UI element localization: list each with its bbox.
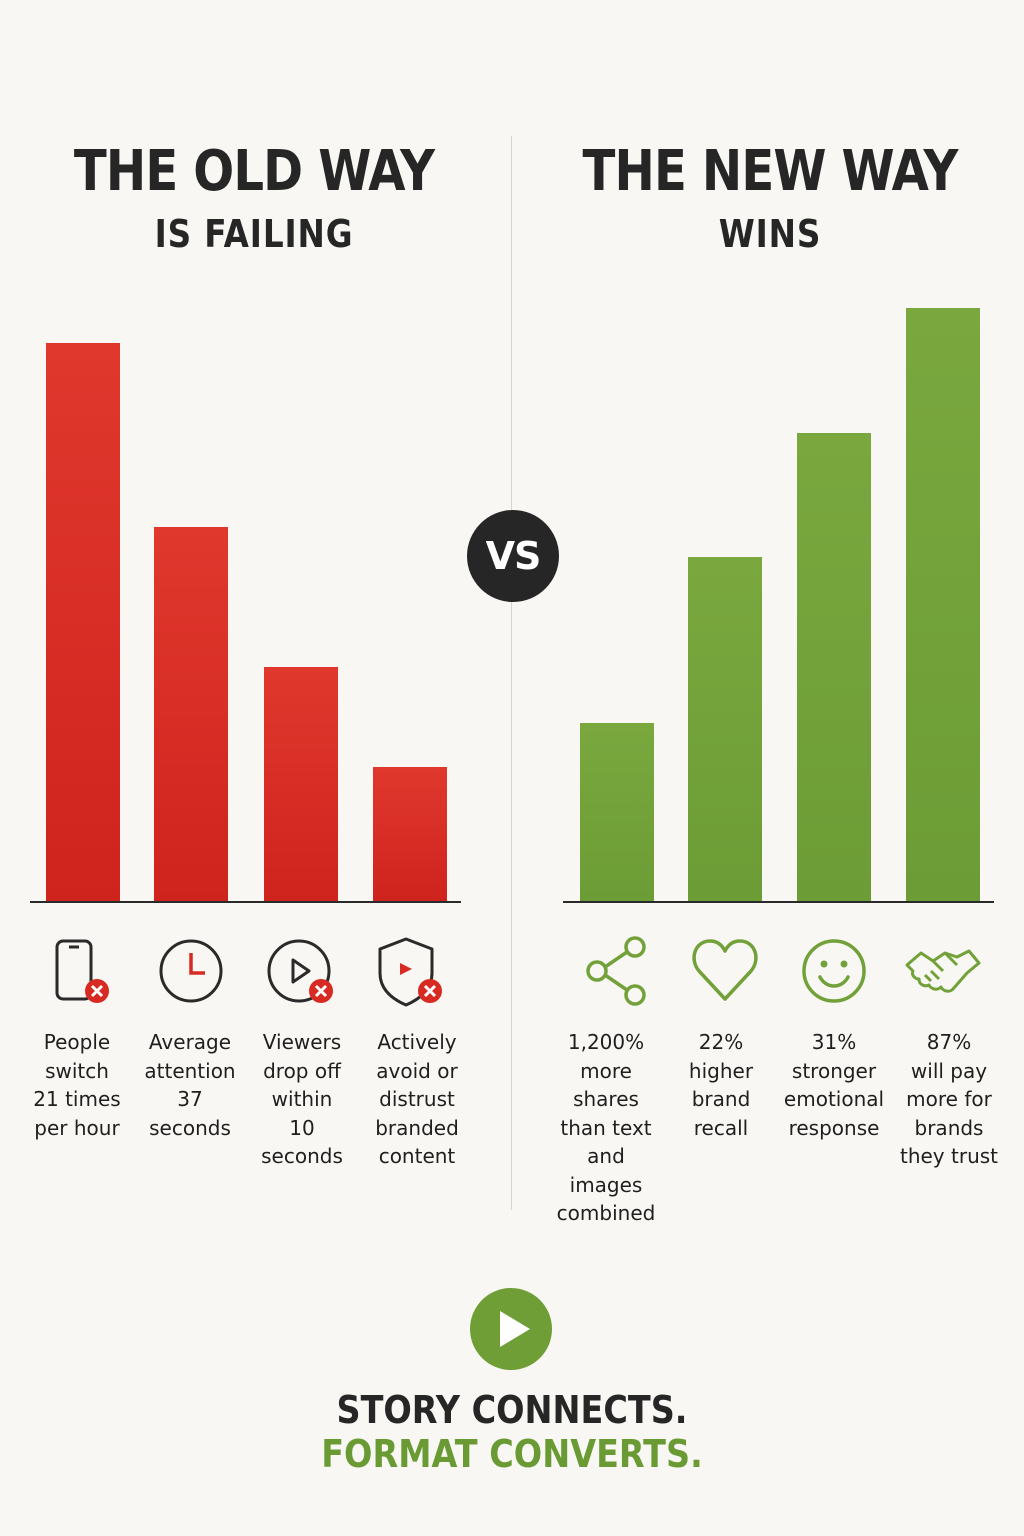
- share-icon: [586, 936, 646, 1006]
- new-way-bar-3: [797, 432, 871, 901]
- old-way-baseline: [30, 901, 461, 903]
- vs-badge: VS: [467, 510, 559, 602]
- old-way-label-1: People switch 21 times per hour: [33, 1030, 121, 1140]
- new-way-bar-2: [688, 557, 762, 901]
- old-way-bar-4: [373, 767, 447, 901]
- new-way-label-2: 22% higher brand recall: [688, 1030, 754, 1140]
- play-circle-icon: [470, 1288, 552, 1370]
- old-way-bar-1: [46, 343, 120, 901]
- new-way-bar-1: [580, 723, 654, 901]
- new-way-title: THE NEW WAY: [582, 139, 959, 204]
- old-way-bar-3: [264, 666, 338, 901]
- old-way-label-3: Viewers drop off within 10 seconds: [261, 1030, 343, 1168]
- new-way-label-1: 1,200% more shares than text and images …: [556, 1030, 656, 1225]
- footer-line-1: STORY CONNECTS.: [336, 1388, 688, 1432]
- new-way-label-4: 87% will pay more for brands they trust: [899, 1030, 999, 1168]
- footer-line-2: FORMAT CONVERTS.: [321, 1432, 703, 1476]
- shield-x-icon: [378, 937, 442, 1007]
- old-way-heading: THE OLD WAY IS FAILING: [24, 139, 484, 257]
- new-way-subtitle: WINS: [718, 212, 822, 256]
- new-way-baseline: [563, 901, 994, 903]
- old-way-label-4: Actively avoid or distrust branded conte…: [375, 1030, 459, 1168]
- new-way-heading: THE NEW WAY WINS: [540, 139, 1000, 257]
- new-way-label-3: 31% stronger emotional response: [783, 1030, 885, 1140]
- old-way-title: THE OLD WAY: [73, 139, 435, 204]
- clock-icon: [159, 939, 223, 1003]
- smiley-icon: [802, 939, 866, 1003]
- old-way-label-2: Average attention 37 seconds: [144, 1030, 236, 1140]
- play-x-icon: [267, 939, 333, 1003]
- center-divider: [511, 136, 512, 1210]
- old-way-subtitle: IS FAILING: [154, 212, 354, 256]
- handshake-icon: [905, 949, 981, 993]
- old-way-bar-2: [154, 527, 228, 901]
- heart-icon: [692, 939, 758, 1001]
- phone-x-icon: [55, 939, 109, 1003]
- new-way-bar-4: [906, 308, 980, 901]
